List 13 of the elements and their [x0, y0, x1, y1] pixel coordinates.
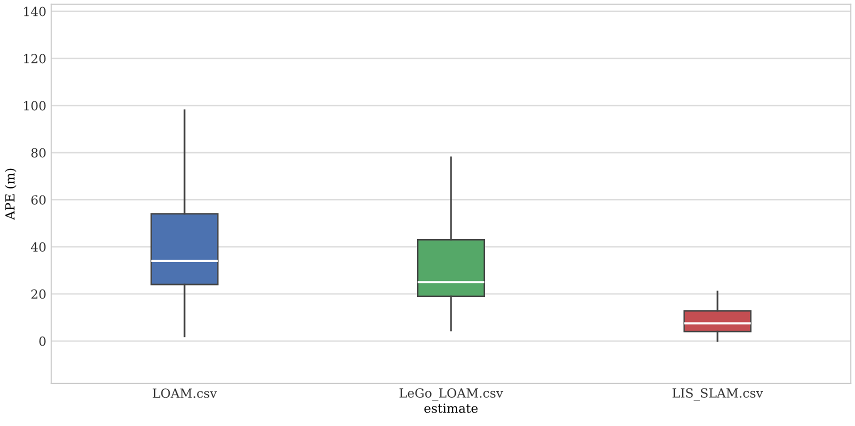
y-axis-title: APE (m) — [4, 168, 16, 220]
x-axis-title: estimate — [424, 404, 478, 413]
x-tick-label: LOAM.csv — [152, 388, 217, 398]
y-tick-label: 20 — [31, 289, 46, 299]
y-tick-label: 120 — [24, 54, 46, 64]
x-tick-label: LIS_SLAM.csv — [672, 388, 764, 400]
y-tick-label: 60 — [31, 195, 46, 205]
y-tick-label: 100 — [24, 100, 46, 110]
y-tick-label: 140 — [24, 6, 46, 16]
y-tick-label: 0 — [39, 336, 46, 346]
y-tick-label: 40 — [30, 242, 46, 252]
x-tick-label: LeGo_LOAM.csv — [400, 388, 504, 400]
y-tick-label: 80 — [31, 148, 46, 158]
